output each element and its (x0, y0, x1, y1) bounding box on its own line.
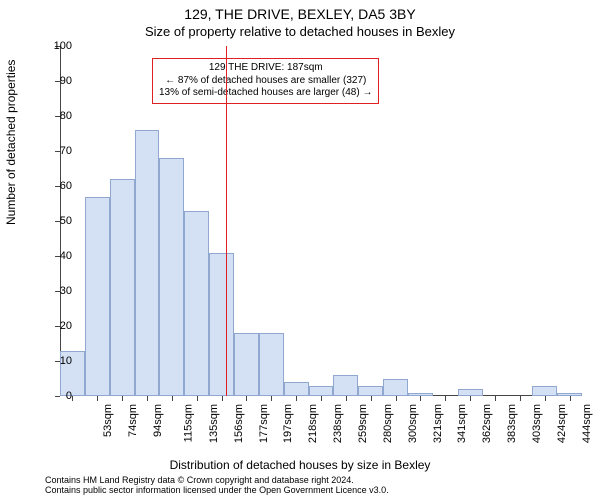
chart-container: 129, THE DRIVE, BEXLEY, DA5 3BY Size of … (0, 0, 600, 500)
x-tick-label: 156sqm (233, 404, 245, 443)
attribution-line-2: Contains public sector information licen… (45, 486, 389, 496)
y-tick-label: 80 (60, 110, 72, 122)
y-tick-label: 50 (60, 215, 72, 227)
annotation-line-3: 13% of semi-detached houses are larger (… (159, 87, 372, 100)
histogram-bar (458, 389, 483, 396)
x-tick (445, 396, 446, 401)
x-tick-label: 424sqm (556, 404, 568, 443)
x-tick-label: 74sqm (127, 404, 139, 437)
x-tick-label: 238sqm (332, 404, 344, 443)
histogram-bar (159, 158, 184, 396)
histogram-bar (333, 375, 358, 396)
x-tick-label: 115sqm (182, 404, 194, 442)
plot-area: 129 THE DRIVE: 187sqm ← 87% of detached … (60, 46, 582, 396)
histogram-bar (135, 130, 160, 396)
x-tick-label: 341sqm (457, 404, 469, 443)
x-tick-label: 321sqm (432, 404, 444, 443)
x-tick (147, 396, 148, 401)
chart-title-main: 129, THE DRIVE, BEXLEY, DA5 3BY (0, 6, 600, 22)
x-tick-label: 135sqm (208, 404, 220, 443)
x-tick-label: 259sqm (357, 404, 369, 443)
histogram-bar (309, 386, 334, 397)
y-axis-label: Number of detached properties (4, 60, 18, 225)
x-tick (495, 396, 496, 401)
x-tick (296, 396, 297, 401)
y-tick (55, 396, 60, 397)
x-tick-label: 177sqm (258, 404, 270, 443)
histogram-bar (284, 382, 309, 396)
y-tick-label: 0 (66, 390, 72, 402)
annotation-box: 129 THE DRIVE: 187sqm ← 87% of detached … (152, 58, 379, 104)
x-tick (371, 396, 372, 401)
annotation-line-1: 129 THE DRIVE: 187sqm (159, 62, 372, 75)
attribution: Contains HM Land Registry data © Crown c… (45, 476, 389, 496)
x-tick-label: 53sqm (102, 404, 114, 437)
x-tick (271, 396, 272, 401)
y-tick-label: 20 (60, 320, 72, 332)
x-tick (396, 396, 397, 401)
x-tick (470, 396, 471, 401)
y-tick-label: 60 (60, 180, 72, 192)
x-axis-label: Distribution of detached houses by size … (0, 458, 600, 472)
x-tick-label: 94sqm (152, 404, 164, 437)
y-tick-label: 40 (60, 250, 72, 262)
y-tick-label: 90 (60, 75, 72, 87)
x-tick-label: 300sqm (407, 404, 419, 443)
histogram-bar (532, 386, 557, 397)
histogram-bar (259, 333, 284, 396)
histogram-bar (358, 386, 383, 397)
x-tick (72, 396, 73, 401)
x-tick-label: 280sqm (382, 404, 394, 443)
x-tick (570, 396, 571, 401)
histogram-bar (184, 211, 209, 397)
x-tick-label: 197sqm (283, 404, 295, 443)
x-tick (197, 396, 198, 401)
x-tick (246, 396, 247, 401)
x-tick-label: 218sqm (307, 404, 319, 443)
x-tick (97, 396, 98, 401)
histogram-bar (209, 253, 234, 397)
x-tick (172, 396, 173, 401)
histogram-bar (383, 379, 408, 397)
x-tick (520, 396, 521, 401)
histogram-bar (234, 333, 259, 396)
x-tick (122, 396, 123, 401)
x-tick-label: 444sqm (581, 404, 593, 443)
y-tick-label: 10 (60, 355, 72, 367)
chart-title-sub: Size of property relative to detached ho… (0, 24, 600, 39)
y-tick-label: 70 (60, 145, 72, 157)
x-tick (222, 396, 223, 401)
x-tick (346, 396, 347, 401)
x-tick-label: 362sqm (481, 404, 493, 443)
x-tick-label: 403sqm (531, 404, 543, 443)
x-tick (420, 396, 421, 401)
x-tick (545, 396, 546, 401)
x-tick-label: 383sqm (506, 404, 518, 443)
y-tick-label: 30 (60, 285, 72, 297)
reference-line (226, 46, 227, 396)
y-tick-label: 100 (54, 40, 72, 52)
histogram-bar (110, 179, 135, 396)
x-tick (321, 396, 322, 401)
histogram-bar (85, 197, 110, 397)
annotation-line-2: ← 87% of detached houses are smaller (32… (159, 75, 372, 88)
